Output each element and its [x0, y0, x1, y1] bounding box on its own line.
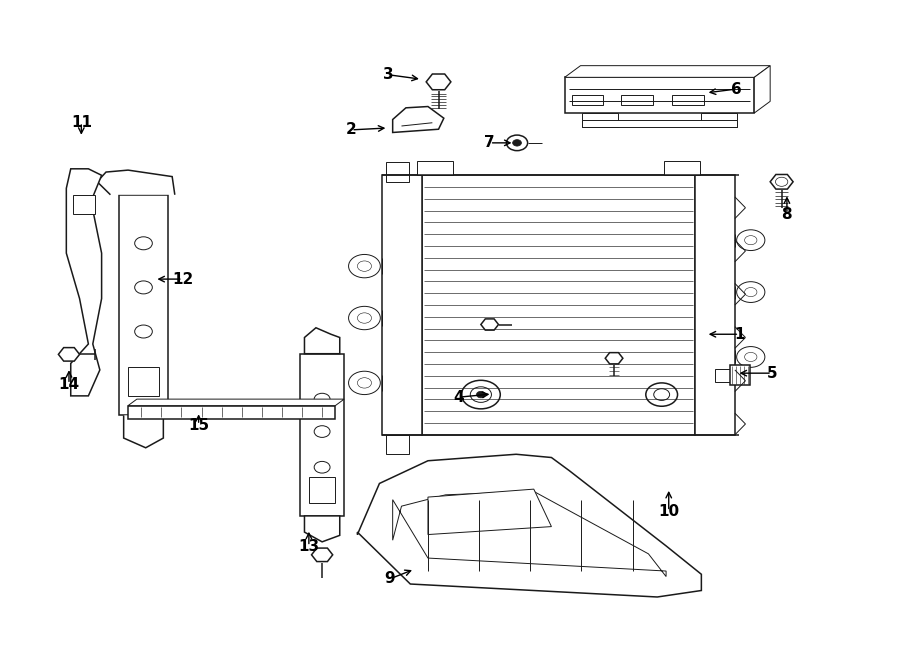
- Polygon shape: [67, 169, 102, 396]
- Text: 15: 15: [188, 418, 209, 432]
- Circle shape: [135, 237, 152, 250]
- Bar: [119, 195, 167, 415]
- Circle shape: [357, 378, 372, 388]
- Polygon shape: [311, 548, 333, 561]
- Circle shape: [744, 236, 757, 245]
- Text: 7: 7: [484, 135, 495, 150]
- Circle shape: [737, 282, 765, 303]
- Polygon shape: [427, 74, 451, 90]
- Circle shape: [357, 313, 372, 323]
- Text: 5: 5: [767, 365, 778, 381]
- Bar: [300, 354, 344, 516]
- Polygon shape: [770, 175, 793, 189]
- Circle shape: [348, 371, 381, 395]
- Circle shape: [357, 261, 372, 271]
- Circle shape: [476, 391, 485, 398]
- Circle shape: [462, 380, 500, 409]
- Bar: [695, 175, 735, 435]
- Circle shape: [653, 389, 670, 401]
- Text: 4: 4: [454, 390, 464, 404]
- Bar: [418, 161, 453, 175]
- Polygon shape: [304, 328, 340, 354]
- Polygon shape: [304, 516, 340, 542]
- Bar: [386, 162, 409, 182]
- Polygon shape: [564, 66, 770, 77]
- Circle shape: [348, 307, 381, 330]
- Circle shape: [744, 287, 757, 297]
- Circle shape: [513, 140, 521, 146]
- Circle shape: [471, 387, 491, 402]
- Bar: [715, 369, 731, 381]
- Bar: [386, 435, 409, 454]
- Text: 11: 11: [71, 115, 92, 130]
- Circle shape: [776, 177, 788, 186]
- Bar: [382, 175, 422, 435]
- Polygon shape: [754, 66, 770, 113]
- Circle shape: [507, 135, 527, 151]
- Polygon shape: [392, 107, 444, 132]
- Bar: [582, 120, 736, 127]
- Polygon shape: [605, 353, 623, 364]
- Circle shape: [314, 461, 330, 473]
- Polygon shape: [428, 489, 552, 534]
- Bar: [564, 77, 754, 113]
- Circle shape: [314, 426, 330, 438]
- Polygon shape: [392, 491, 666, 577]
- Text: 3: 3: [382, 68, 393, 82]
- Polygon shape: [123, 415, 164, 448]
- Circle shape: [314, 393, 330, 405]
- Text: 1: 1: [734, 327, 744, 342]
- Circle shape: [737, 347, 765, 367]
- Text: 12: 12: [172, 271, 194, 287]
- Circle shape: [744, 352, 757, 361]
- Bar: [664, 161, 699, 175]
- Bar: [128, 406, 336, 418]
- Text: 2: 2: [346, 122, 356, 138]
- Polygon shape: [58, 348, 79, 361]
- Circle shape: [646, 383, 678, 406]
- Polygon shape: [481, 319, 499, 330]
- Bar: [128, 367, 159, 396]
- Bar: [621, 95, 652, 105]
- Bar: [672, 95, 704, 105]
- Text: 13: 13: [298, 539, 320, 554]
- Bar: [731, 365, 750, 385]
- Polygon shape: [97, 170, 175, 195]
- Bar: [422, 175, 695, 435]
- Text: 9: 9: [384, 571, 395, 587]
- Text: 6: 6: [732, 81, 742, 97]
- Circle shape: [135, 325, 152, 338]
- Text: 10: 10: [658, 504, 680, 519]
- Circle shape: [135, 369, 152, 382]
- Circle shape: [135, 281, 152, 294]
- Polygon shape: [128, 399, 344, 406]
- Text: 8: 8: [781, 207, 792, 222]
- Bar: [701, 113, 736, 127]
- Bar: [74, 195, 95, 214]
- Text: 14: 14: [58, 377, 79, 392]
- Bar: [582, 113, 617, 127]
- Bar: [309, 477, 336, 503]
- Polygon shape: [357, 454, 701, 597]
- Bar: [572, 95, 603, 105]
- Circle shape: [737, 230, 765, 250]
- Circle shape: [348, 254, 381, 278]
